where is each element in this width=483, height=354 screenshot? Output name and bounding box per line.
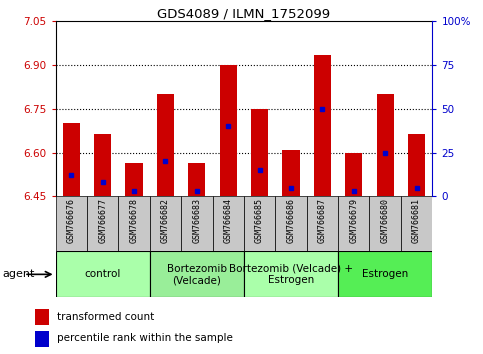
Text: Bortezomib
(Velcade): Bortezomib (Velcade) — [167, 263, 227, 285]
Text: GSM766682: GSM766682 — [161, 198, 170, 243]
Bar — [94, 134, 111, 196]
Bar — [401, 196, 432, 251]
Text: GSM766681: GSM766681 — [412, 198, 421, 243]
Bar — [345, 153, 362, 196]
Text: Estrogen: Estrogen — [362, 269, 408, 279]
Text: GSM766676: GSM766676 — [67, 198, 76, 243]
Bar — [157, 94, 174, 196]
Text: control: control — [85, 269, 121, 279]
Bar — [251, 109, 268, 196]
Text: GSM766684: GSM766684 — [224, 198, 233, 243]
Text: GSM766686: GSM766686 — [286, 198, 296, 243]
Bar — [244, 196, 275, 251]
Bar — [408, 134, 425, 196]
Text: GSM766678: GSM766678 — [129, 198, 139, 243]
Bar — [188, 163, 205, 196]
Bar — [220, 65, 237, 196]
Bar — [126, 163, 142, 196]
Bar — [35, 331, 49, 347]
Bar — [307, 196, 338, 251]
Text: GSM766683: GSM766683 — [192, 198, 201, 243]
Text: GSM766677: GSM766677 — [98, 198, 107, 243]
Bar — [338, 251, 432, 297]
Text: GSM766679: GSM766679 — [349, 198, 358, 243]
Bar — [369, 196, 401, 251]
Text: GSM766680: GSM766680 — [381, 198, 390, 243]
Text: percentile rank within the sample: percentile rank within the sample — [57, 333, 233, 343]
Bar — [244, 251, 338, 297]
Title: GDS4089 / ILMN_1752099: GDS4089 / ILMN_1752099 — [157, 7, 330, 20]
Text: GSM766685: GSM766685 — [255, 198, 264, 243]
Bar — [150, 196, 181, 251]
Bar — [56, 251, 150, 297]
Bar — [377, 94, 394, 196]
Bar — [63, 124, 80, 196]
Bar — [150, 251, 244, 297]
Bar — [213, 196, 244, 251]
Bar — [35, 309, 49, 325]
Bar — [87, 196, 118, 251]
Text: Bortezomib (Velcade) +
Estrogen: Bortezomib (Velcade) + Estrogen — [229, 263, 353, 285]
Text: transformed count: transformed count — [57, 312, 155, 322]
Text: GSM766687: GSM766687 — [318, 198, 327, 243]
Bar — [181, 196, 213, 251]
Text: agent: agent — [2, 269, 35, 279]
Bar — [314, 55, 331, 196]
Bar — [118, 196, 150, 251]
Bar — [338, 196, 369, 251]
Bar — [275, 196, 307, 251]
Bar — [283, 150, 299, 196]
Bar — [56, 196, 87, 251]
